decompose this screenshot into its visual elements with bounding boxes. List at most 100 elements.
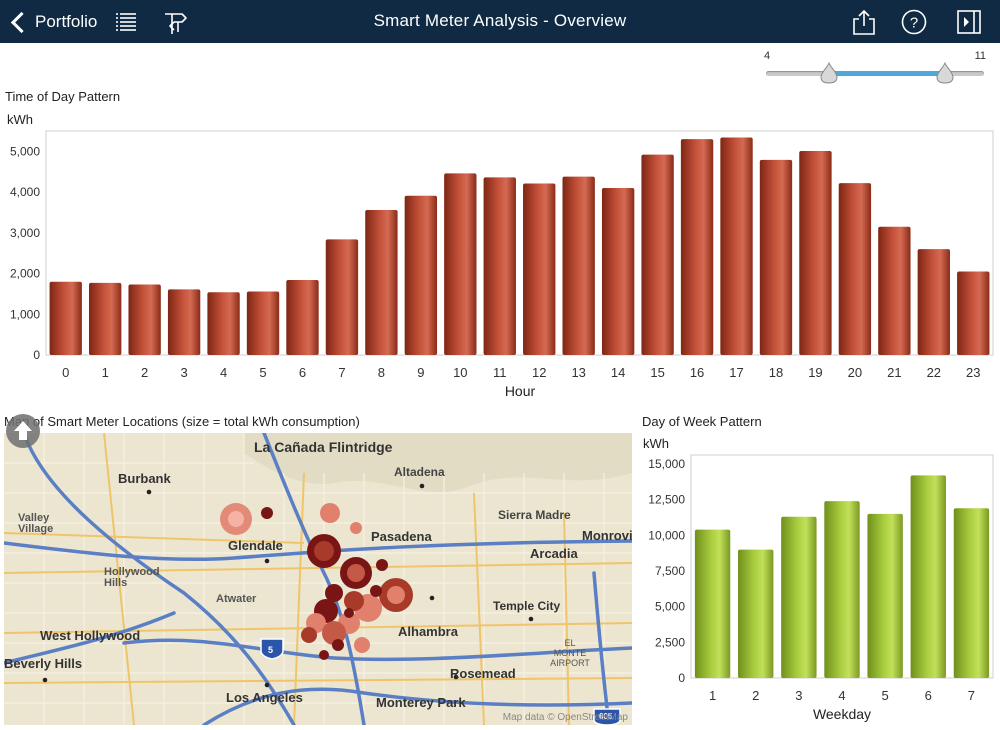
hour-bar[interactable]	[207, 292, 240, 355]
hour-y-tick-label: 1,000	[10, 307, 40, 321]
freeway-shield-5	[260, 638, 284, 660]
place-label: Valley Village	[18, 512, 54, 535]
locate-button[interactable]	[6, 414, 40, 448]
place-label: Atwater	[216, 593, 257, 605]
place-label: EL MONTE AIRPORT	[550, 638, 590, 668]
hour-bar[interactable]	[483, 177, 516, 355]
day-bar[interactable]	[824, 501, 860, 678]
hour-range-slider[interactable]: 4 11	[764, 48, 986, 88]
back-label: Portfolio	[35, 12, 98, 31]
hour-bar[interactable]	[246, 291, 280, 355]
hour-bar[interactable]	[720, 137, 753, 355]
hour-bar[interactable]	[325, 239, 359, 355]
page-title: Smart Meter Analysis - Overview	[373, 11, 627, 30]
day-bar[interactable]	[738, 549, 774, 678]
map-canvas[interactable]	[4, 433, 632, 725]
hour-bar[interactable]	[167, 289, 201, 355]
panel-icon[interactable]	[955, 8, 983, 36]
day-chart-title: Day of Week Pattern	[642, 414, 762, 429]
slider-high-thumb[interactable]	[935, 62, 955, 84]
hour-y-tick-label: 2,000	[10, 267, 40, 281]
flow-icon[interactable]	[162, 8, 190, 36]
day-x-tick-label: 2	[752, 688, 759, 703]
map-title: Map of Smart Meter Locations (size = tot…	[4, 414, 363, 429]
hour-x-tick-label: 18	[769, 365, 783, 380]
svg-text:?: ?	[910, 15, 918, 32]
hour-bar[interactable]	[128, 284, 161, 355]
list-icon[interactable]	[112, 8, 140, 36]
hour-bar[interactable]	[89, 282, 122, 355]
hour-x-tick-label: 9	[417, 365, 424, 380]
hour-bar[interactable]	[917, 249, 950, 355]
place-label: Arcadia	[530, 546, 578, 561]
hour-bar[interactable]	[601, 188, 635, 355]
place-label: Temple City	[493, 599, 561, 613]
back-button[interactable]: Portfolio	[8, 9, 97, 35]
day-x-axis-label: Weekday	[813, 706, 871, 722]
day-x-tick-label: 5	[882, 688, 889, 703]
hour-x-tick-label: 13	[571, 365, 585, 380]
meter-map[interactable]: La Cañada Flintridge Altadena Burbank Si…	[4, 433, 632, 725]
hour-x-tick-label: 0	[62, 365, 69, 380]
map-attribution[interactable]: Map data © OpenStreetMap	[502, 712, 628, 723]
day-bar[interactable]	[781, 516, 817, 678]
place-label: Sierra Madre	[498, 508, 571, 522]
hour-bar[interactable]	[878, 226, 911, 355]
hour-x-tick-label: 19	[808, 365, 822, 380]
day-bar[interactable]	[694, 529, 731, 678]
share-icon[interactable]	[850, 8, 878, 36]
hour-x-tick-label: 8	[378, 365, 385, 380]
hour-bar[interactable]	[365, 210, 398, 355]
hour-y-tick-label: 0	[33, 348, 40, 362]
hour-bar[interactable]	[957, 271, 990, 355]
day-bar[interactable]	[910, 475, 946, 678]
hour-x-tick-label: 23	[966, 365, 980, 380]
place-label: La Cañada Flintridge	[254, 439, 393, 455]
hour-x-tick-label: 17	[729, 365, 743, 380]
day-y-tick-label: 10,000	[648, 528, 685, 542]
hour-bar[interactable]	[404, 195, 438, 355]
help-icon[interactable]: ?	[900, 8, 928, 36]
hour-x-tick-label: 3	[180, 365, 187, 380]
hour-bar[interactable]	[49, 281, 82, 355]
day-y-tick-label: 12,500	[648, 493, 685, 507]
place-label: Monrovia	[582, 528, 632, 543]
day-x-tick-label: 3	[795, 688, 802, 703]
slider-low-thumb[interactable]	[819, 62, 839, 84]
top-bar: Portfolio Smart Meter Analysis - Overvie…	[0, 0, 1000, 43]
hour-bar[interactable]	[759, 159, 793, 355]
hour-bar[interactable]	[286, 280, 319, 355]
hour-chart-unit: kWh	[7, 112, 33, 127]
hour-x-tick-label: 21	[887, 365, 901, 380]
hour-bar[interactable]	[562, 176, 595, 355]
hour-x-tick-label: 16	[690, 365, 704, 380]
place-label: Monterey Park	[376, 695, 466, 710]
hour-x-tick-label: 2	[141, 365, 148, 380]
day-y-tick-label: 2,500	[655, 635, 685, 649]
day-y-tick-label: 5,000	[655, 600, 685, 614]
hour-bar[interactable]	[799, 150, 832, 355]
hour-x-tick-label: 10	[453, 365, 467, 380]
hour-x-tick-label: 11	[493, 365, 507, 380]
hour-x-tick-label: 20	[848, 365, 862, 380]
slider-min-label: 4	[764, 50, 771, 62]
slider-selected-range	[829, 71, 945, 76]
place-label: West Hollywood	[40, 628, 141, 643]
hour-bar[interactable]	[838, 183, 872, 355]
place-label: Burbank	[118, 471, 171, 486]
day-y-tick-label: 15,000	[648, 457, 685, 471]
hour-bar[interactable]	[523, 183, 556, 355]
hour-bar[interactable]	[641, 154, 674, 355]
hour-x-tick-label: 1	[102, 365, 109, 380]
day-x-tick-label: 4	[838, 688, 845, 703]
hour-y-tick-label: 4,000	[10, 185, 40, 199]
day-bar[interactable]	[953, 508, 990, 678]
day-plot-frame	[690, 454, 994, 679]
hour-x-tick-label: 14	[611, 365, 625, 380]
hour-bar[interactable]	[444, 173, 477, 355]
hour-bar[interactable]	[680, 139, 714, 355]
place-label: Glendale	[228, 538, 283, 553]
hour-chart-title: Time of Day Pattern	[5, 89, 121, 104]
day-bar[interactable]	[867, 513, 903, 678]
